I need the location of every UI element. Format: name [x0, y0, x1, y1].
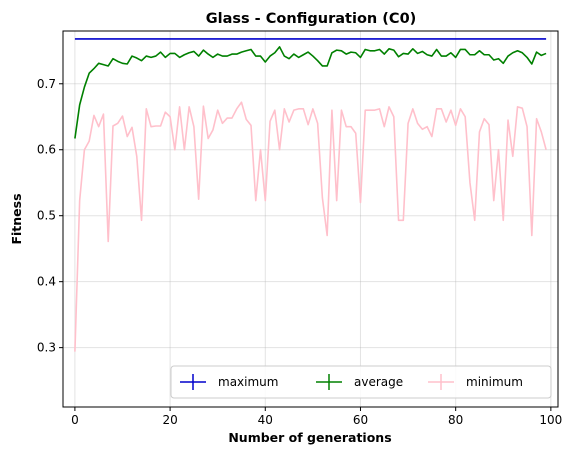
x-tick-label: 40	[258, 413, 273, 427]
legend: maximum average minimum	[170, 365, 552, 399]
y-tick-label: 0.3	[37, 341, 56, 355]
x-tick-label: 80	[448, 413, 463, 427]
x-axis-label: Number of generations	[228, 430, 391, 445]
legend-entry-maximum: maximum	[180, 374, 278, 390]
y-axis-label: Fitness	[9, 193, 24, 244]
x-ticks: 0 20 40 60 80 100	[71, 407, 562, 427]
series-line-minimum	[74, 101, 547, 352]
plot-frame	[62, 30, 559, 408]
y-tick-label: 0.5	[37, 209, 56, 223]
grid	[63, 31, 558, 407]
legend-label-minimum: minimum	[466, 375, 523, 389]
y-tick-label: 0.6	[37, 143, 56, 157]
y-tick-label: 0.4	[37, 275, 56, 289]
x-tick-label: 60	[353, 413, 368, 427]
series-line-average	[74, 46, 547, 139]
y-ticks: 0.3 0.4 0.5 0.6 0.7	[37, 77, 63, 355]
series-group	[74, 38, 547, 352]
legend-entry-minimum: minimum	[428, 374, 523, 390]
legend-entry-average: average	[316, 374, 403, 390]
x-tick-label: 0	[71, 413, 79, 427]
legend-frame	[170, 365, 552, 399]
y-tick-label: 0.7	[37, 77, 56, 91]
chart-title: Glass - Configuration (C0)	[206, 11, 417, 27]
legend-label-average: average	[354, 375, 403, 389]
x-tick-label: 100	[539, 413, 562, 427]
x-tick-label: 20	[162, 413, 177, 427]
legend-label-maximum: maximum	[218, 375, 278, 389]
